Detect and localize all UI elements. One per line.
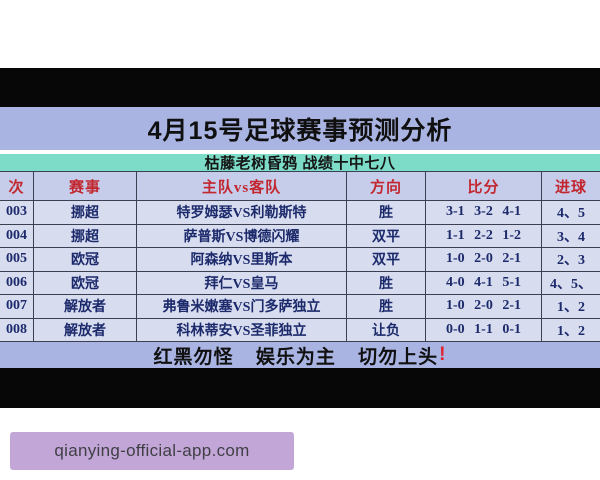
table-cell-score: 1-1 2-2 1-2 [426, 224, 541, 247]
table-cell-score: 0-0 1-1 0-1 [426, 318, 541, 341]
table-cell-teams: 弗鲁米嫩塞VS门多萨独立 [137, 295, 346, 318]
table-cell-league: 欧冠 [34, 271, 136, 294]
table-cell-score: 1-0 2-0 2-1 [426, 248, 541, 271]
table-cell-score: 3-1 3-2 4-1 [426, 201, 541, 224]
table-cell-goals: 2、3 [542, 248, 600, 271]
col-header-direction: 方向 [347, 172, 425, 200]
bottom-black-bar [0, 368, 600, 408]
table-cell-teams: 特罗姆瑟VS利勒斯特 [137, 201, 346, 224]
table-cell-score: 4-0 4-1 5-1 [426, 271, 541, 294]
disclaimer-exclamation: ! [439, 344, 447, 365]
table-cell-direction: 双平 [347, 248, 425, 271]
table-cell-teams: 萨普斯VS博德闪耀 [137, 224, 346, 247]
table-cell-league: 解放者 [34, 318, 136, 341]
watermark-pill: qianying-official-app.com [10, 432, 294, 470]
table-cell-no: 006 [0, 271, 33, 294]
table-cell-no: 007 [0, 295, 33, 318]
table-cell-teams: 阿森纳VS里斯本 [137, 248, 346, 271]
prediction-table: 次 赛事 主队vs客队 方向 比分 进球 003 挪超 特罗姆瑟VS利勒斯特 胜… [0, 171, 600, 342]
table-cell-goals: 1、2 [542, 295, 600, 318]
table-cell-score: 1-0 2-0 2-1 [426, 295, 541, 318]
table-cell-direction: 双平 [347, 224, 425, 247]
table-cell-goals: 4、5、 [542, 271, 600, 294]
table-cell-teams: 科林蒂安VS圣菲独立 [137, 318, 346, 341]
table-cell-league: 挪超 [34, 201, 136, 224]
table-cell-direction: 让负 [347, 318, 425, 341]
page-title: 4月15号足球赛事预测分析 [0, 107, 600, 150]
table-cell-no: 004 [0, 224, 33, 247]
table-cell-league: 挪超 [34, 224, 136, 247]
col-header-match-no: 次 [0, 172, 33, 200]
col-header-league: 赛事 [34, 172, 136, 200]
table-cell-league: 欧冠 [34, 248, 136, 271]
table-cell-no: 003 [0, 201, 33, 224]
table-cell-goals: 3、4 [542, 224, 600, 247]
col-header-goals: 进球 [542, 172, 600, 200]
disclaimer-banner: 红黑勿怪 娱乐为主 切勿上头! [0, 342, 600, 368]
top-black-bar [0, 68, 600, 107]
table-cell-teams: 拜仁VS皇马 [137, 271, 346, 294]
table-cell-no: 005 [0, 248, 33, 271]
table-cell-goals: 4、5 [542, 201, 600, 224]
disclaimer-text: 红黑勿怪 娱乐为主 切勿上头 [153, 346, 439, 368]
table-cell-direction: 胜 [347, 271, 425, 294]
col-header-score: 比分 [426, 172, 541, 200]
table-cell-league: 解放者 [34, 295, 136, 318]
record-banner: 枯藤老树昏鸦 战绩十中七八 [0, 154, 600, 172]
table-cell-no: 008 [0, 318, 33, 341]
table-cell-goals: 1、2 [542, 318, 600, 341]
col-header-teams: 主队vs客队 [137, 172, 346, 200]
watermark-url: qianying-official-app.com [54, 441, 250, 460]
table-cell-direction: 胜 [347, 201, 425, 224]
table-cell-direction: 胜 [347, 295, 425, 318]
